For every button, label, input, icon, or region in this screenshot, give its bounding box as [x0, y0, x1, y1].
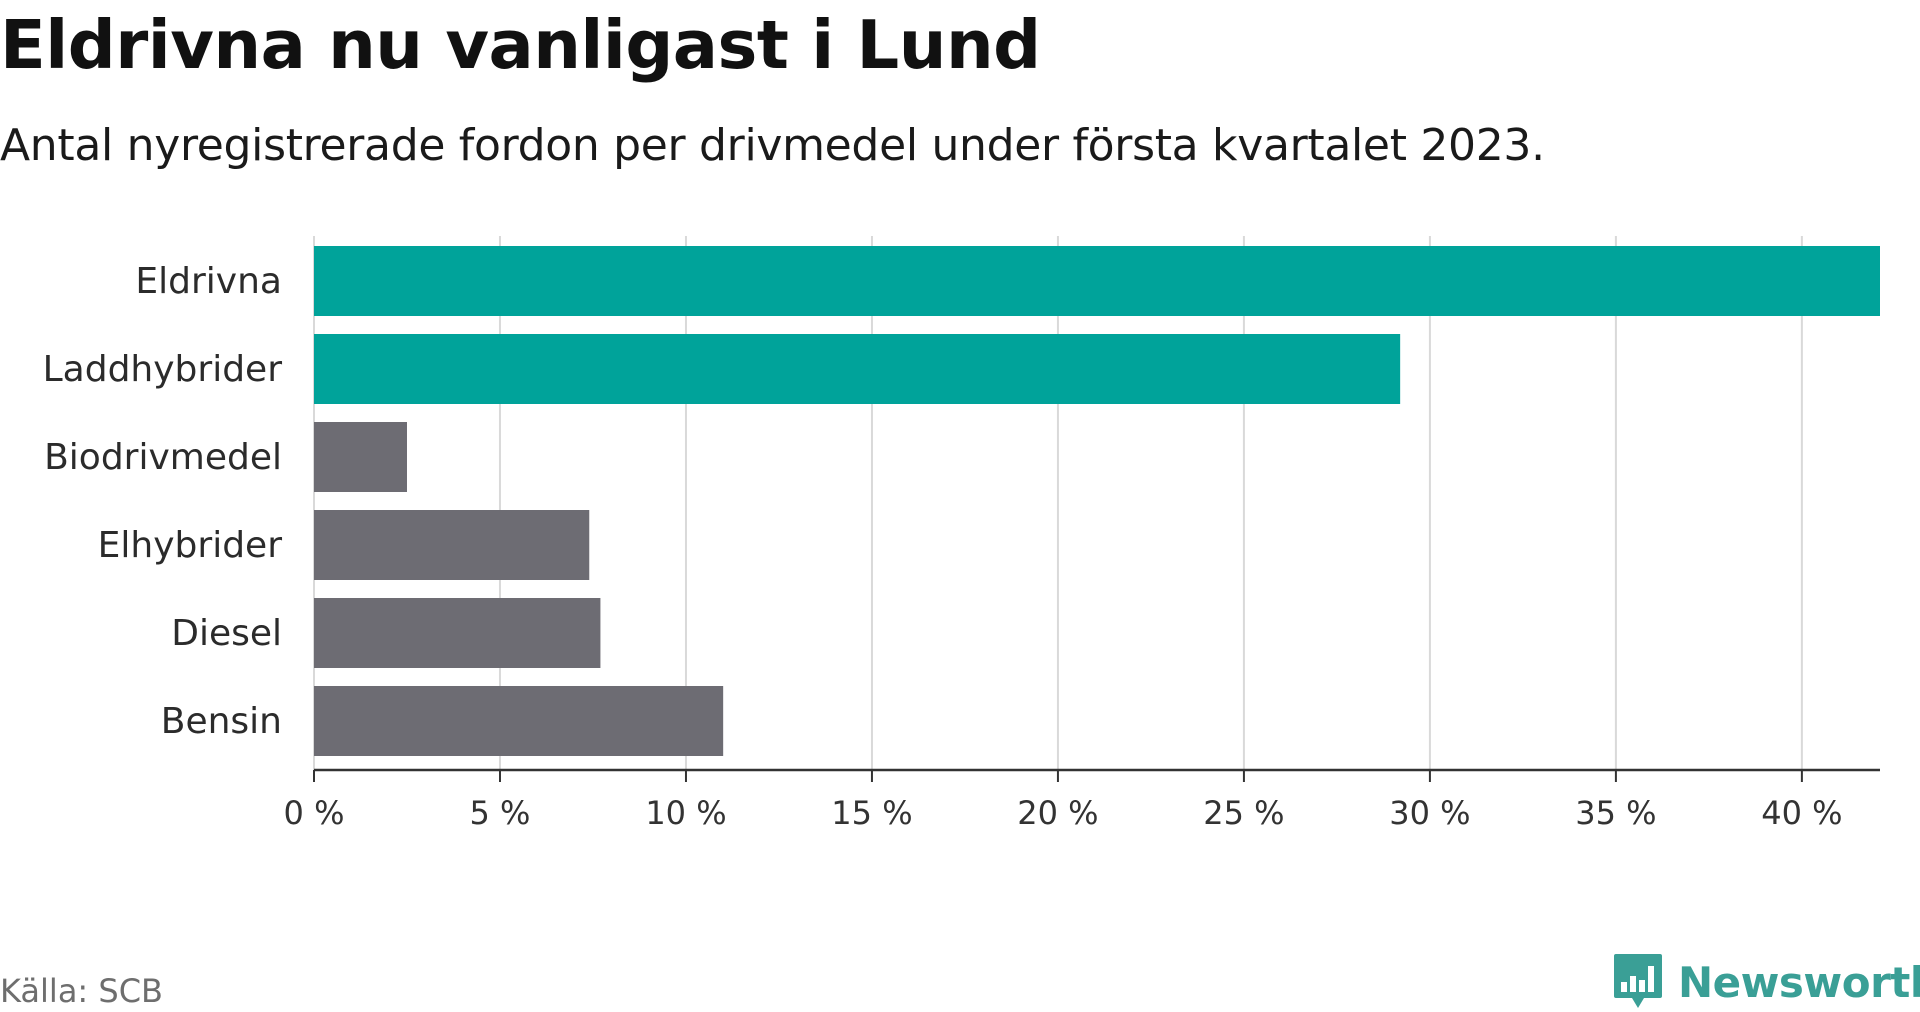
x-tick-label: 35 %: [1575, 794, 1656, 832]
category-labels: Eldrivna Laddhybrider Biodrivmedel Elhybrid…: [43, 261, 283, 742]
x-tick-label: 20 %: [1017, 794, 1098, 832]
category-label: Bensin: [161, 701, 282, 742]
x-tick-label: 30 %: [1389, 794, 1470, 832]
bar-laddhybrider: [314, 334, 1401, 404]
grid-lines: [313, 236, 1803, 770]
x-tick-label: 25 %: [1203, 794, 1284, 832]
bars: [314, 246, 1880, 756]
x-tick-label: 10 %: [645, 794, 726, 832]
x-tick-label: 15 %: [831, 794, 912, 832]
bar-bensin: [314, 686, 724, 756]
category-label: Diesel: [171, 613, 282, 654]
bar-biodrivmedel: [314, 422, 407, 492]
category-label: Laddhybrider: [43, 349, 283, 390]
brand-logo: Newsworthy: [1612, 952, 1920, 1012]
chart-title: Eldrivna nu vanligast i Lund: [0, 6, 1041, 84]
x-axis: 0 % 5 % 10 % 15 % 20 % 25 % 30 % 35 % 40 %: [284, 768, 1880, 832]
category-label: Elhybrider: [98, 525, 283, 566]
source-note: Källa: SCB: [0, 972, 163, 1010]
bar-chart: Eldrivna Laddhybrider Biodrivmedel Elhybrid…: [43, 236, 1880, 832]
bar-eldrivna: [314, 246, 1880, 316]
category-label: Biodrivmedel: [44, 437, 282, 478]
x-tick-label: 0 %: [284, 794, 345, 832]
newsworthy-logo-icon: [1614, 954, 1662, 1008]
bar-diesel: [314, 598, 601, 668]
x-tick-label: 5 %: [470, 794, 531, 832]
x-tick-label: 40 %: [1761, 794, 1842, 832]
brand-name: Newsworthy: [1678, 957, 1920, 1007]
category-label: Eldrivna: [135, 261, 282, 302]
chart-subtitle: Antal nyregistrerade fordon per drivmede…: [0, 120, 1545, 171]
bar-elhybrider: [314, 510, 590, 580]
